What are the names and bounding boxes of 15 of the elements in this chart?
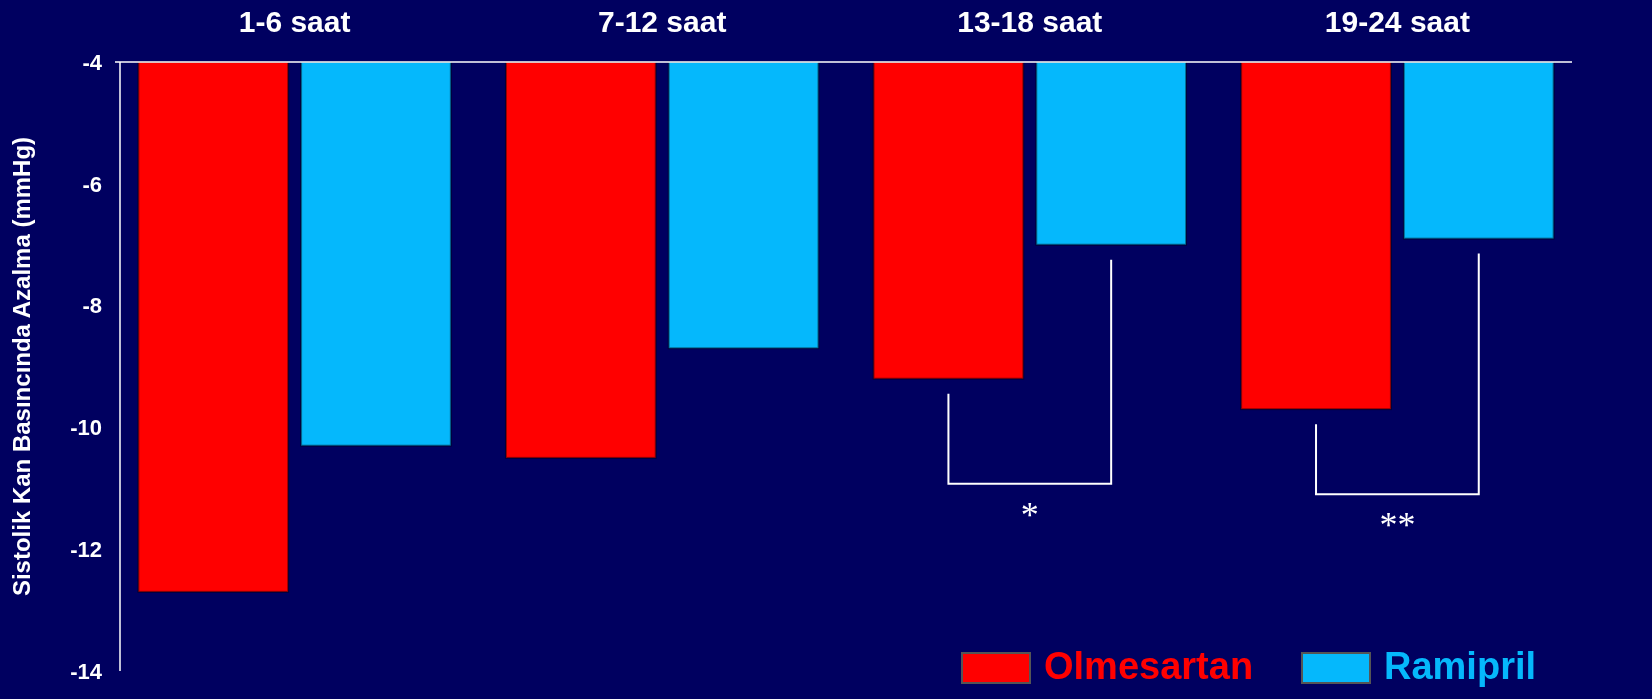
legend-label: Ramipril (1384, 645, 1537, 687)
y-tick-label: -8 (82, 293, 102, 319)
x-tick-label: 19-24 saat (1324, 5, 1470, 38)
y-tick-label: -12 (70, 536, 102, 562)
y-tick-label: -6 (82, 171, 102, 197)
x-tick-label: 7-12 saat (597, 5, 727, 38)
annotation: ** (1379, 505, 1416, 546)
y-tick-label: -14 (70, 658, 103, 684)
y-tick-label: -4 (82, 49, 103, 75)
annotation: * (1020, 494, 1039, 535)
x-tick-label: 1-6 saat (238, 5, 351, 38)
x-tick-label: 13-18 saat (957, 5, 1103, 38)
y-tick-label: -10 (70, 415, 102, 441)
y-axis-title: Sistolik Kan Basıncında Azalma (mmHg) (8, 136, 35, 597)
legend-label: Olmesartan (1044, 645, 1254, 687)
